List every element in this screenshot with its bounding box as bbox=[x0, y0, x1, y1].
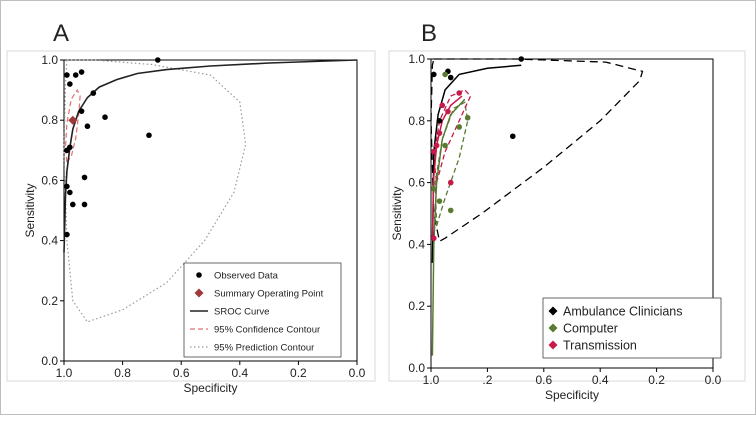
point-computer bbox=[442, 71, 448, 78]
observed-data-point bbox=[78, 69, 85, 75]
sroc-curve bbox=[63, 59, 358, 253]
legend-marker-computer bbox=[548, 323, 558, 333]
legend-observed-dot bbox=[196, 272, 202, 278]
observed-data-point bbox=[90, 90, 97, 96]
x-axis-title: Specificity bbox=[545, 388, 599, 402]
y-tick-label: 0.6 bbox=[41, 173, 58, 187]
observed-data-point bbox=[67, 189, 73, 196]
point-transmission bbox=[436, 130, 443, 136]
panel-a-chart: A 1.0 0.8 0.6 0.4 0.2 0.0 0.0 0.2 0.4 0.6 0.8 1.0 Spe… bbox=[6, 20, 376, 395]
x-tick-label: 0.4 bbox=[231, 366, 248, 380]
observed-data-point bbox=[67, 81, 73, 87]
legend-ambulance-clinicians: Ambulance Clinicians bbox=[563, 305, 683, 319]
y-axis-title: Sensitivity bbox=[23, 183, 37, 237]
point-computer bbox=[431, 185, 437, 192]
panel-a-outer-box bbox=[6, 50, 376, 382]
summary-operating-point bbox=[68, 115, 78, 125]
x-tick-label: 1.0 bbox=[56, 366, 73, 380]
y-tick-label: 0.0 bbox=[408, 361, 425, 375]
prediction-contour bbox=[63, 59, 247, 323]
x-axis-title: Specificity bbox=[183, 381, 237, 395]
legend-sroc-curve: SROC Curve bbox=[214, 307, 269, 318]
plot-area-border bbox=[430, 58, 714, 369]
y-tick-label: 0.0 bbox=[41, 354, 58, 368]
confidence-contour bbox=[64, 88, 81, 164]
panel-a-legend: Observed Data Summary Operating Point SROC… bbox=[183, 262, 342, 358]
y-tick-label: 0.2 bbox=[408, 299, 425, 313]
point-transmission bbox=[433, 142, 440, 149]
observed-data-point bbox=[64, 72, 70, 78]
observed-data-point bbox=[69, 201, 76, 208]
point-transmission bbox=[431, 148, 437, 155]
point-computer bbox=[447, 207, 454, 214]
observed-data-point bbox=[64, 183, 70, 190]
y-tick-label: 0.4 bbox=[408, 237, 425, 251]
point-transmission bbox=[431, 235, 437, 242]
legend-box bbox=[542, 297, 722, 359]
y-tick-label: 0.8 bbox=[41, 113, 58, 127]
observed-data-point bbox=[81, 201, 88, 208]
x-tick-label: 0.6 bbox=[173, 366, 190, 380]
x-tick-label: 0.0 bbox=[705, 373, 722, 387]
sroc-ambulance-clinicians bbox=[431, 64, 522, 263]
legend-summary-diamond bbox=[194, 288, 204, 298]
observed-data-point bbox=[102, 114, 108, 120]
observed-data-point bbox=[146, 132, 152, 139]
point-computer bbox=[464, 114, 471, 121]
observed-data-point bbox=[64, 231, 70, 238]
observed-data-point bbox=[154, 57, 161, 63]
y-tick-label: 0.4 bbox=[41, 234, 58, 248]
x-tick-label: 0.8 bbox=[114, 366, 131, 380]
x-tick-label: 0.6 bbox=[535, 373, 552, 387]
y-tick-label: 1.0 bbox=[41, 53, 58, 67]
y-tick-label: 0.8 bbox=[408, 114, 425, 128]
contour-ambulance-clinicians bbox=[430, 58, 644, 243]
legend-confidence-contour: 95% Confidence Contour bbox=[214, 325, 320, 336]
x-tick-label: 0.2 bbox=[290, 366, 307, 380]
sroc-computer bbox=[431, 98, 466, 356]
point-computer bbox=[456, 124, 463, 130]
legend-box bbox=[183, 262, 342, 358]
observed-data-point bbox=[78, 108, 85, 114]
legend-prediction-contour: 95% Prediction Contour bbox=[214, 343, 314, 354]
point-transmission bbox=[447, 179, 454, 186]
legend-transmission: Transmission bbox=[563, 339, 637, 353]
point-computer bbox=[436, 198, 443, 204]
point-ambulance-clinicians bbox=[431, 71, 437, 78]
point-transmission bbox=[439, 102, 446, 109]
x-tick-label: 0.2 bbox=[648, 373, 665, 387]
legend-computer: Computer bbox=[563, 322, 618, 336]
x-tick-label: .2 bbox=[482, 373, 492, 387]
point-ambulance-clinicians bbox=[509, 133, 516, 140]
panel-b-legend: Ambulance Clinicians Computer Transmission bbox=[542, 297, 722, 359]
x-tick-label: 1.0 bbox=[423, 373, 440, 387]
legend-marker-transmission bbox=[548, 340, 558, 350]
legend-summary-point: Summary Operating Point bbox=[214, 289, 324, 300]
point-computer bbox=[442, 142, 448, 149]
x-tick-label: 0.4 bbox=[592, 373, 609, 387]
observed-data-point bbox=[81, 174, 88, 181]
observed-data-point bbox=[84, 123, 91, 130]
y-axis-title: Sensitivity bbox=[390, 186, 404, 240]
point-ambulance-clinicians bbox=[518, 56, 525, 62]
panel-b-chart: B 1.0 .2 0.6 0.4 0.2 0.0 0.0 0.2 0.4 0.6 0.8 1.0 Spec… bbox=[388, 20, 746, 402]
point-transmission bbox=[445, 108, 451, 115]
panel-a-label: A bbox=[53, 20, 69, 47]
plot-area-border bbox=[63, 59, 358, 362]
observed-data-point bbox=[64, 147, 70, 154]
legend-observed-data: Observed Data bbox=[214, 271, 279, 282]
x-tick-label: 0.0 bbox=[349, 366, 366, 380]
y-tick-label: 1.0 bbox=[408, 52, 425, 66]
legend-marker-ambulance-clinicians bbox=[548, 306, 558, 316]
point-ambulance-clinicians bbox=[436, 118, 443, 124]
point-ambulance-clinicians bbox=[447, 74, 454, 81]
y-tick-label: 0.6 bbox=[408, 176, 425, 190]
panel-b-outer-box bbox=[388, 50, 746, 382]
observed-data-point bbox=[72, 72, 79, 78]
point-transmission bbox=[456, 90, 463, 96]
y-tick-label: 0.2 bbox=[41, 294, 58, 308]
panel-b-label: B bbox=[421, 20, 437, 47]
